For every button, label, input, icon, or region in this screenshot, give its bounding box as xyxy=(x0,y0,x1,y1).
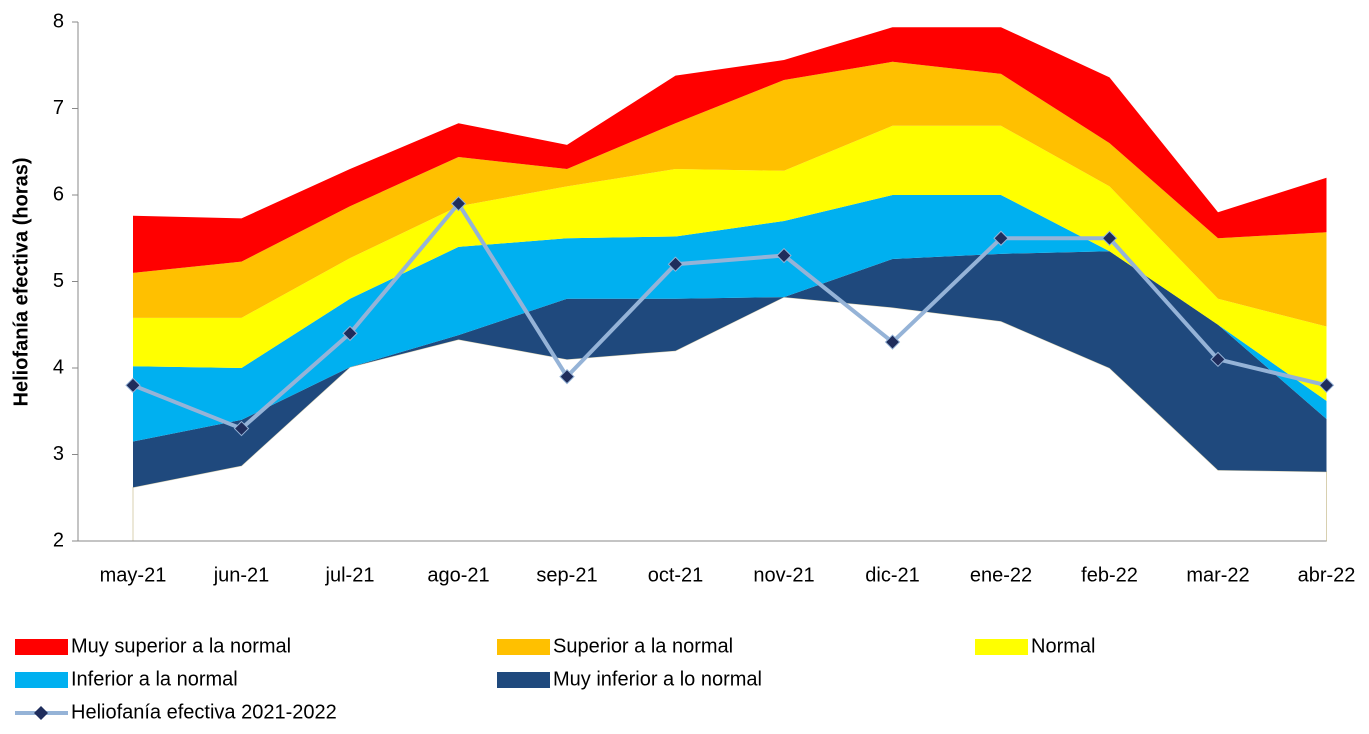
area xyxy=(133,27,1327,273)
x-tick-label: oct-21 xyxy=(648,564,704,586)
legend-marker xyxy=(34,706,48,720)
line-marker xyxy=(993,230,1009,246)
line-marker xyxy=(233,420,250,437)
legend-label: Muy superior a la normal xyxy=(71,635,291,657)
y-axis-title: Heliofanía efectiva (horas) xyxy=(10,158,32,407)
line-marker xyxy=(342,325,358,342)
area xyxy=(133,125,1327,401)
y-tick-label: 2 xyxy=(53,529,64,551)
y-tick-label: 4 xyxy=(53,356,64,378)
line xyxy=(132,201,1327,431)
legend-swatch xyxy=(497,639,550,655)
line-marker xyxy=(1210,351,1226,368)
x-tick-label: sep-21 xyxy=(536,564,597,586)
legend-swatch xyxy=(975,639,1028,655)
x-tick-label: dic-21 xyxy=(865,564,919,586)
line-marker xyxy=(450,195,467,212)
y-tick-label: 7 xyxy=(53,97,64,119)
legend-swatch xyxy=(15,639,68,655)
y-tick-label: 5 xyxy=(53,270,64,292)
x-tick-label: ago-21 xyxy=(427,564,489,586)
x-tick-label: abr-22 xyxy=(1298,564,1356,586)
line-marker xyxy=(125,377,141,394)
line-marker xyxy=(1101,230,1118,246)
line-marker xyxy=(667,256,684,272)
x-tick-label: mar-22 xyxy=(1186,564,1249,586)
legend-label: Inferior a la normal xyxy=(71,668,238,690)
y-tick-label: 3 xyxy=(53,443,64,465)
x-tick-label: may-21 xyxy=(100,564,167,586)
legend-label: Heliofanía efectiva 2021-2022 xyxy=(71,701,337,723)
legend-label: Normal xyxy=(1031,635,1095,657)
legend-label: Muy inferior a lo normal xyxy=(553,668,762,690)
y-tick-label: 6 xyxy=(53,183,64,205)
legend-swatch xyxy=(15,672,68,688)
x-tick-label: jul-21 xyxy=(325,564,375,586)
line-marker xyxy=(776,247,792,264)
area xyxy=(133,195,1327,442)
line-marker xyxy=(559,368,575,385)
area xyxy=(133,61,1327,327)
x-tick-label: feb-22 xyxy=(1081,564,1138,586)
x-tick-label: ene-22 xyxy=(970,564,1032,586)
x-tick-label: jun-21 xyxy=(213,564,270,586)
line-marker xyxy=(1318,377,1335,394)
legend-label: Superior a la normal xyxy=(553,635,733,657)
y-tick-label: 8 xyxy=(53,10,64,32)
legend-swatch xyxy=(497,672,550,688)
area xyxy=(133,251,1327,488)
x-tick-label: nov-21 xyxy=(753,564,814,586)
line-marker xyxy=(884,334,901,350)
